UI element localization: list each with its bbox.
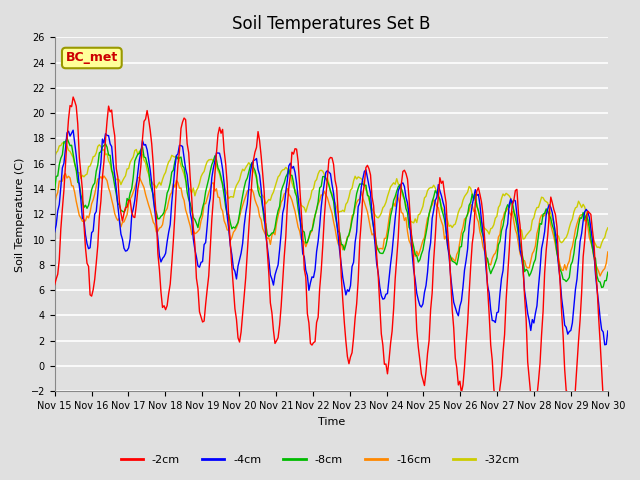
Y-axis label: Soil Temperature (C): Soil Temperature (C) — [15, 157, 25, 272]
Text: BC_met: BC_met — [66, 51, 118, 64]
X-axis label: Time: Time — [317, 417, 345, 427]
Title: Soil Temperatures Set B: Soil Temperatures Set B — [232, 15, 431, 33]
Legend: -2cm, -4cm, -8cm, -16cm, -32cm: -2cm, -4cm, -8cm, -16cm, -32cm — [116, 451, 524, 469]
